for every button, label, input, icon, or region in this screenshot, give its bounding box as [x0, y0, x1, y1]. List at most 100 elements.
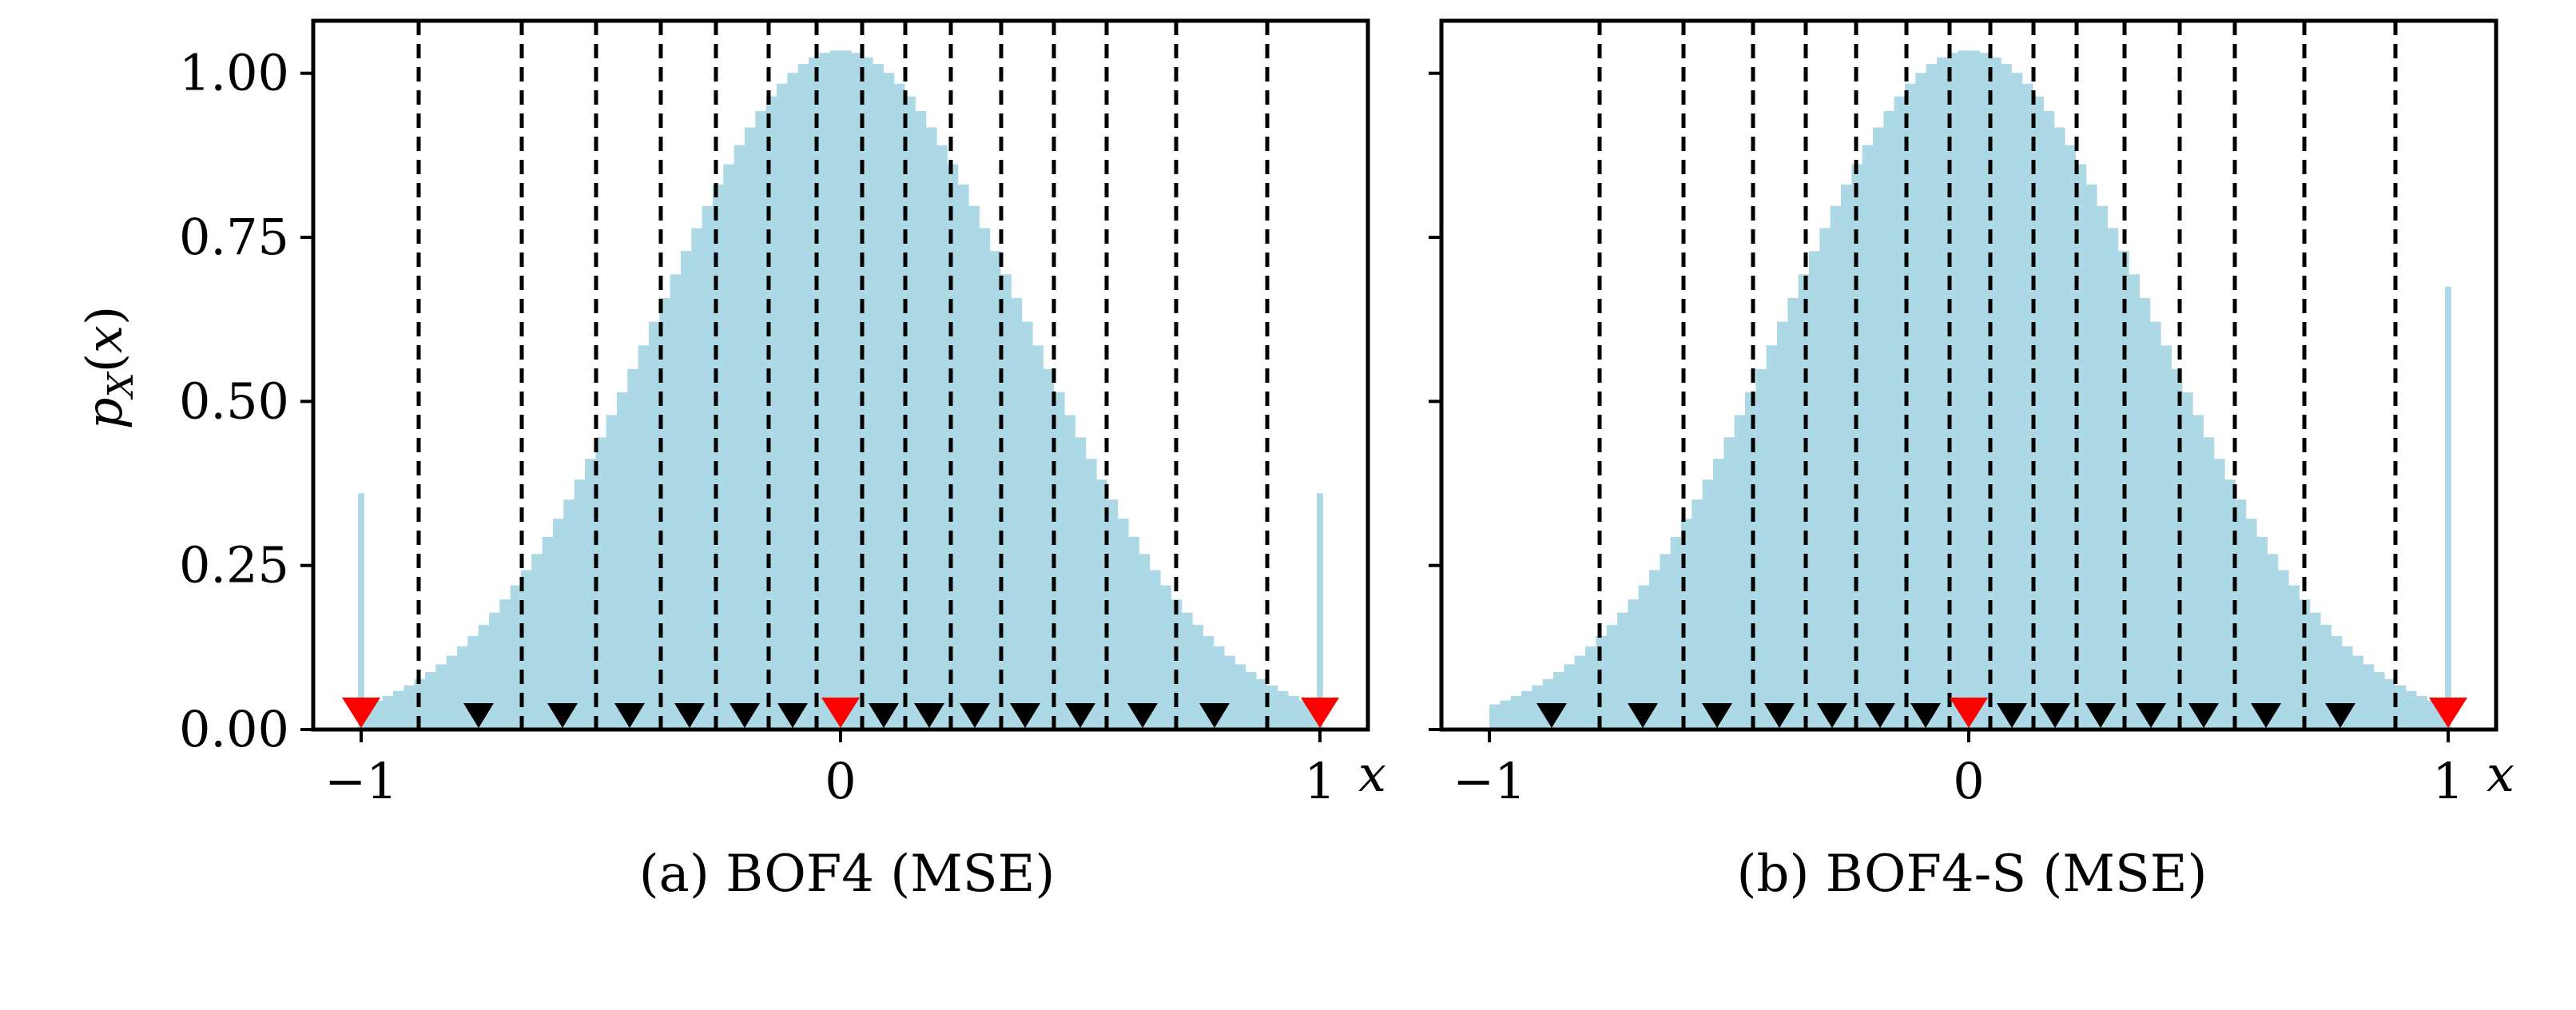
quantization-level-marker: [914, 703, 944, 728]
histogram-bar: [2384, 678, 2395, 730]
histogram-bar: [1969, 50, 1980, 730]
histogram-bar: [1500, 700, 1512, 730]
histogram-bar: [1937, 57, 1948, 730]
histogram-bar: [713, 185, 724, 730]
panel-a-histogram: [358, 50, 1323, 730]
histogram-bar: [1096, 479, 1107, 730]
y-tick-label: 0.25: [179, 536, 289, 594]
histogram-bar: [861, 57, 873, 730]
histogram-bar: [968, 205, 980, 730]
histogram-bar: [2139, 297, 2151, 730]
histogram-bar: [915, 110, 927, 730]
quantization-level-marker-special: [1950, 698, 1988, 728]
x-tick-label: 1: [2432, 752, 2463, 810]
histogram-bar: [1181, 612, 1193, 730]
histogram-bar: [1787, 297, 1799, 730]
panel-a-y-axis-label-main: p: [75, 398, 133, 430]
histogram-bar: [1883, 110, 1895, 730]
histogram-bar: [2256, 536, 2268, 730]
histogram-bar: [2129, 274, 2140, 730]
histogram-spike-bar: [2445, 286, 2451, 730]
panel-a-x-axis-label: x: [1358, 745, 1386, 803]
y-tick-label: 0.00: [179, 700, 289, 758]
histogram-bar: [606, 415, 618, 730]
histogram-bar: [1713, 459, 1724, 730]
histogram-bar: [2224, 479, 2236, 730]
histogram-bar: [1128, 536, 1139, 730]
histogram-bar: [542, 536, 554, 730]
histogram-bar: [2405, 690, 2417, 730]
panel-a-y-axis-label-var: x: [75, 325, 133, 353]
histogram-bar: [1649, 570, 1660, 730]
histogram-bar: [681, 251, 692, 730]
quantization-level-marker: [1764, 703, 1795, 728]
histogram-bar: [2161, 345, 2172, 730]
histogram-bar: [1107, 499, 1119, 730]
histogram-bar: [2416, 696, 2427, 730]
histogram-bar: [1043, 368, 1055, 730]
histogram-bar: [893, 83, 905, 730]
histogram-bar: [819, 53, 831, 730]
histogram-bar: [1171, 599, 1183, 730]
x-tick-label: 1: [1304, 752, 1335, 810]
histogram-bar: [2097, 205, 2108, 730]
histogram-bar: [979, 228, 991, 730]
panel-a-axes: −1 0 1 0.00 0.25 0.50 0.75 1.00: [179, 18, 1370, 810]
panel-a-y-axis-label-arg: (: [75, 353, 133, 372]
quantization-level-marker: [674, 703, 705, 728]
histogram-bar: [585, 459, 596, 730]
histogram-bar: [1979, 53, 1991, 730]
histogram-bar: [2320, 624, 2332, 730]
histogram-bar: [1149, 570, 1161, 730]
histogram-bar: [1990, 57, 2002, 730]
quantization-level-marker: [463, 703, 494, 728]
histogram-bar: [1958, 50, 1970, 730]
histogram-bar: [755, 110, 767, 730]
histogram-bar: [851, 53, 863, 730]
quantization-level-marker-special: [821, 698, 860, 728]
histogram-bar: [2235, 499, 2247, 730]
histogram-bar: [1510, 696, 1522, 730]
panel-a-caption: (a) BOF4 (MSE): [639, 845, 1055, 904]
quantization-level-marker: [547, 703, 578, 728]
histogram-bar: [2352, 655, 2363, 730]
histogram-bar: [989, 251, 1001, 730]
histogram-bar: [829, 50, 841, 730]
histogram-bar: [1234, 664, 1246, 730]
panel-a-y-axis-label-close: ): [75, 306, 133, 325]
histogram-bar: [1585, 646, 1596, 730]
histogram-bar: [1723, 437, 1735, 730]
histogram-bar: [2395, 685, 2407, 730]
histogram-spike-bar: [358, 493, 364, 730]
histogram-bar: [425, 672, 436, 730]
quantization-level-marker: [1997, 703, 2027, 728]
histogram-bar: [393, 690, 404, 730]
histogram-bar: [883, 73, 895, 730]
histogram-bar: [1298, 700, 1310, 730]
y-tick-label: 1.00: [179, 44, 289, 102]
x-tick-label: 0: [825, 752, 856, 810]
y-tick-label: 0.50: [179, 372, 289, 430]
histogram-bar: [649, 321, 660, 730]
histogram-bar: [1660, 554, 1672, 730]
histogram-bar: [777, 83, 788, 730]
x-tick-label: −1: [324, 752, 397, 810]
histogram-bar: [1288, 696, 1299, 730]
x-tick-label: −1: [1453, 752, 1525, 810]
panel-b-quantization-levels: [1536, 698, 2467, 728]
histogram-bar: [2001, 64, 2012, 730]
panel-a-quantization-levels: [342, 698, 1339, 728]
histogram-bar: [382, 696, 394, 730]
panel-a-y-axis-label-sub: X: [101, 372, 141, 400]
quantization-level-marker: [2325, 703, 2355, 728]
histogram-bar: [2192, 415, 2204, 730]
quantization-level-marker: [1127, 703, 1158, 728]
histogram-bar: [2267, 554, 2279, 730]
histogram-bar: [1245, 672, 1257, 730]
histogram-bar: [2203, 437, 2215, 730]
histogram-bar: [1224, 655, 1235, 730]
panel-b-axes: −1 0 1: [1429, 18, 2498, 810]
histogram-bar: [2181, 392, 2193, 730]
histogram-bar: [1777, 321, 1788, 730]
histogram-bar: [1734, 415, 1746, 730]
